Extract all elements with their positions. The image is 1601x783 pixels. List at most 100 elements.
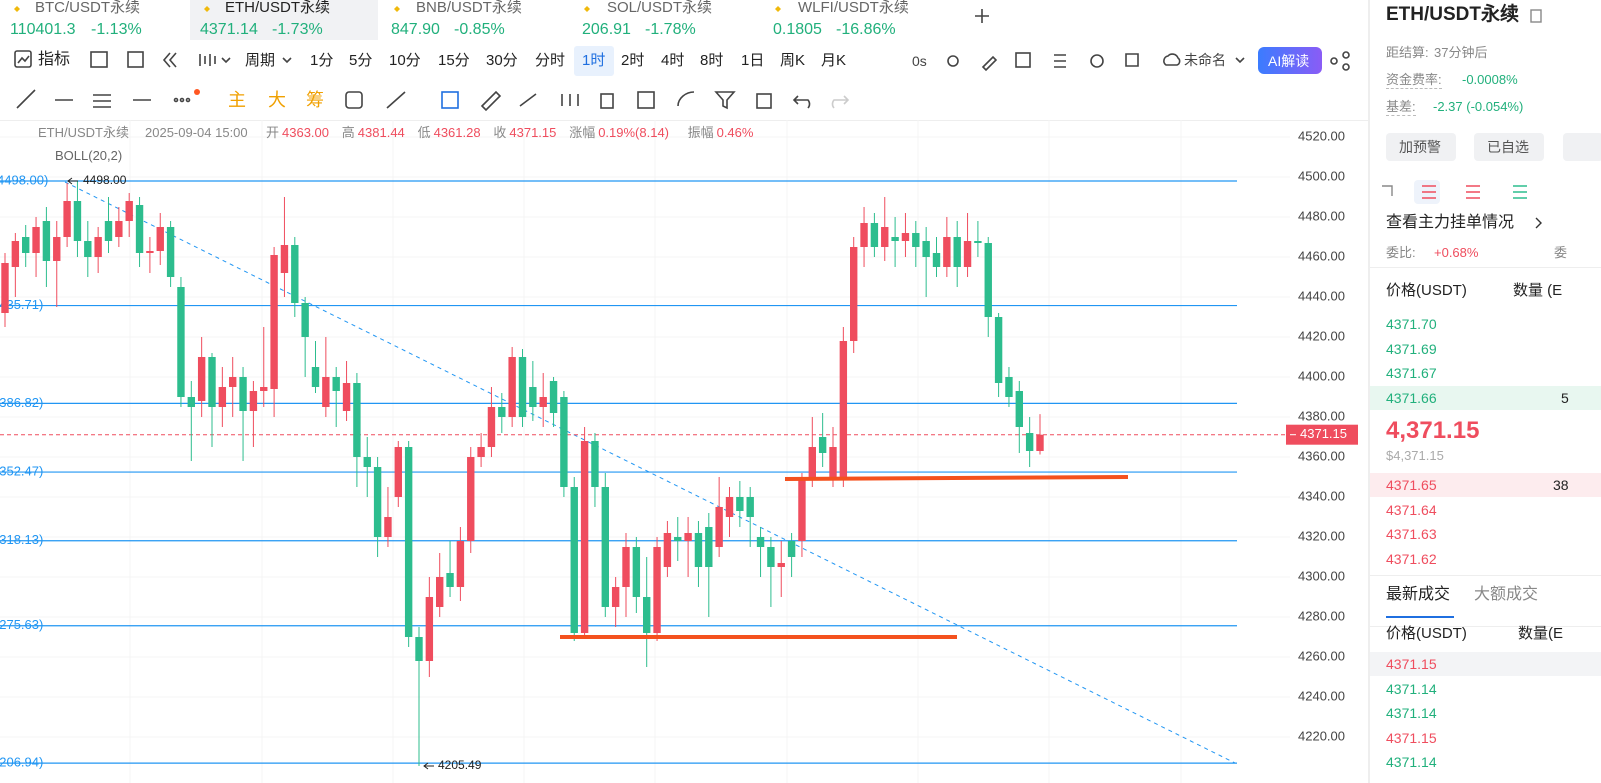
- level-label: 4352.47): [0, 463, 43, 478]
- interval[interactable]: 1分: [310, 52, 334, 69]
- bid-price: 4371.64: [1386, 501, 1437, 518]
- button-bg: [1563, 133, 1601, 161]
- trend-line: [64, 181, 1236, 764]
- trade-tab[interactable]: 最新成交: [1386, 586, 1451, 603]
- depth-link[interactable]: 查看主力挂单情况: [1386, 214, 1515, 231]
- interval[interactable]: 分时: [535, 52, 566, 69]
- low-marker-label: 4205.49: [438, 758, 482, 772]
- ai-button-bg[interactable]: [1258, 47, 1322, 74]
- candle-body: [994, 317, 1003, 383]
- ai-button[interactable]: AI解读: [1268, 53, 1310, 69]
- low-arrow: [423, 762, 434, 770]
- interval[interactable]: 1时: [582, 52, 606, 69]
- tab-symbol[interactable]: ETH/USDT永续: [225, 0, 331, 16]
- interval[interactable]: 30分: [486, 52, 518, 69]
- candle-body: [1, 263, 9, 313]
- period-button[interactable]: 周期: [245, 52, 276, 69]
- panel-button[interactable]: 加预警: [1399, 139, 1441, 155]
- candle-body: [1015, 391, 1023, 427]
- candle-body: [518, 357, 527, 417]
- tab-change[interactable]: -1.73%: [272, 21, 323, 38]
- y-tick-label: 4340.00: [1298, 488, 1345, 503]
- tab-symbol[interactable]: BNB/USDT永续: [416, 0, 522, 16]
- candle-body: [570, 487, 578, 633]
- tab-price[interactable]: 206.91: [582, 21, 631, 38]
- candle-body: [549, 381, 558, 413]
- tab-symbol[interactable]: BTC/USDT永续: [35, 0, 141, 16]
- countdown: 0s: [912, 53, 927, 69]
- candle-body: [291, 245, 299, 303]
- candle-body: [932, 253, 941, 267]
- candle-body: [280, 245, 289, 273]
- interval[interactable]: 8时: [700, 52, 724, 69]
- separator: [1370, 626, 1601, 627]
- y-tick-label: 4480.00: [1298, 208, 1345, 223]
- y-tick-label: 4520.00: [1298, 128, 1345, 143]
- interval[interactable]: 周K: [780, 52, 806, 69]
- trade-tab[interactable]: 大额成交: [1474, 586, 1539, 603]
- draw-tool[interactable]: 筹: [306, 90, 324, 110]
- interval[interactable]: 15分: [438, 52, 470, 69]
- tab-price[interactable]: 847.90: [391, 21, 440, 38]
- candle-body: [187, 397, 195, 407]
- tab-price[interactable]: 110401.3: [10, 21, 76, 38]
- tab-symbol[interactable]: SOL/USDT永续: [607, 0, 713, 16]
- tab-change[interactable]: -1.78%: [645, 21, 696, 38]
- panel-button[interactable]: 已自选: [1487, 139, 1529, 155]
- candle-body: [839, 341, 848, 477]
- tab-change[interactable]: -16.86%: [836, 21, 896, 38]
- y-tick-label: 4300.00: [1298, 568, 1345, 583]
- indicator-button[interactable]: 指标: [38, 51, 71, 68]
- candle-body: [818, 437, 827, 453]
- tab-price[interactable]: 4371.14: [200, 21, 258, 38]
- tab-price[interactable]: 0.1805: [773, 21, 822, 38]
- candle-body: [901, 233, 910, 241]
- ask-price: 4371.70: [1386, 316, 1437, 332]
- candle-body: [301, 303, 309, 337]
- candle-body: [156, 227, 164, 251]
- candle-body: [42, 221, 51, 261]
- tab-symbol[interactable]: WLFI/USDT永续: [798, 0, 909, 16]
- funding-label: 资金费率:: [1386, 72, 1442, 89]
- draw-tool[interactable]: 主: [228, 90, 246, 110]
- y-tick-label: 4280.00: [1298, 608, 1345, 623]
- draw-tool[interactable]: 大: [268, 90, 286, 110]
- interval[interactable]: 2时: [621, 52, 645, 69]
- level-label: 4435.71): [0, 297, 43, 312]
- active-tab-bg: [190, 0, 378, 40]
- candle-body: [11, 241, 20, 267]
- trade-price: 4371.14: [1386, 680, 1437, 697]
- candle-body: [342, 383, 351, 411]
- interval[interactable]: 10分: [389, 52, 421, 69]
- y-tick-label: 4260.00: [1298, 648, 1345, 663]
- candle-body: [777, 563, 785, 567]
- candle-body: [694, 533, 703, 567]
- candle-body: [477, 447, 485, 457]
- candle-body: [643, 597, 651, 633]
- candle-body: [63, 201, 71, 237]
- high-arrow: [67, 177, 78, 185]
- ratio-label: 委比:: [1386, 245, 1416, 260]
- y-tick-label: 4360.00: [1298, 448, 1345, 463]
- ask-highlight: [1370, 386, 1601, 410]
- candle-body: [632, 547, 641, 597]
- candle-body: [456, 541, 465, 587]
- interval[interactable]: 月K: [821, 52, 847, 69]
- layout-name[interactable]: 未命名: [1184, 52, 1226, 68]
- candle-body: [1005, 377, 1013, 397]
- tab-change[interactable]: -0.85%: [454, 21, 505, 38]
- settlement-label: 距结算:: [1386, 45, 1429, 60]
- interval[interactable]: 5分: [349, 52, 373, 69]
- interval[interactable]: 4时: [661, 52, 685, 69]
- y-tick-label: 4460.00: [1298, 248, 1345, 263]
- candle-body: [22, 237, 30, 253]
- candle-body: [498, 407, 506, 417]
- interval[interactable]: 1日: [741, 52, 765, 69]
- ask-price: 4371.69: [1386, 340, 1437, 357]
- candle-body: [311, 367, 320, 387]
- tab-change[interactable]: -1.13%: [91, 21, 142, 38]
- candle-body: [218, 387, 227, 407]
- candle-body: [270, 255, 278, 389]
- panel-symbol[interactable]: ETH/USDT永续: [1386, 4, 1520, 25]
- level-label: 4386.82): [0, 395, 43, 410]
